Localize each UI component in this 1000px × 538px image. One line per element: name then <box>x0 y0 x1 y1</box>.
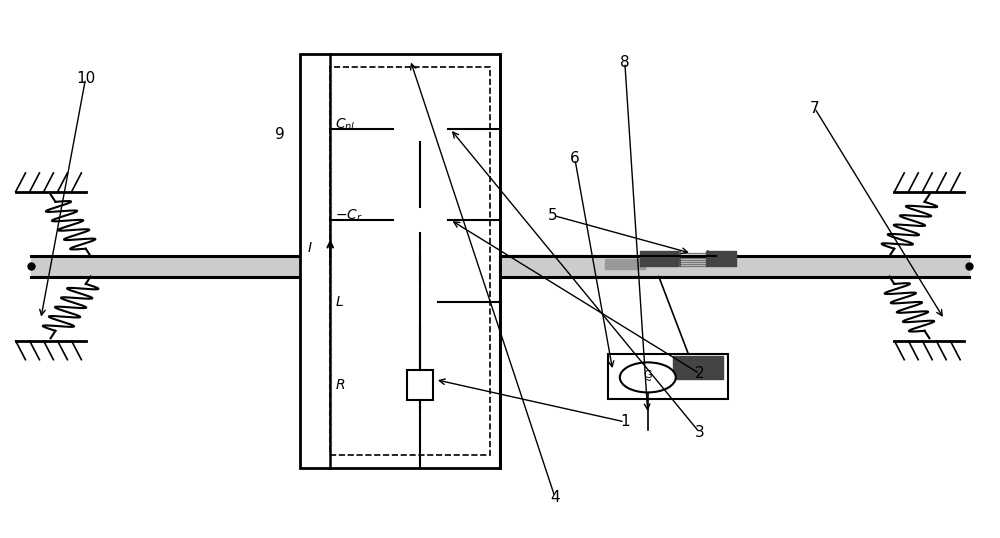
Text: $C_{nl}$: $C_{nl}$ <box>335 116 356 133</box>
Text: $I$: $I$ <box>307 240 312 254</box>
Bar <box>300 54 500 468</box>
Text: G: G <box>643 370 652 380</box>
Text: 5: 5 <box>548 208 558 223</box>
Text: 6: 6 <box>570 152 580 166</box>
Text: 4: 4 <box>550 490 560 505</box>
Text: 10: 10 <box>76 71 95 86</box>
Circle shape <box>620 363 676 392</box>
Text: 3: 3 <box>695 425 705 440</box>
Text: $-C_r$: $-C_r$ <box>335 207 363 223</box>
Bar <box>407 370 433 400</box>
Text: 9: 9 <box>275 128 285 143</box>
Text: 2: 2 <box>695 366 705 381</box>
Text: ~: ~ <box>644 376 652 386</box>
Text: 8: 8 <box>620 55 630 70</box>
Bar <box>608 353 728 399</box>
Text: $R$: $R$ <box>335 378 346 392</box>
Text: 7: 7 <box>810 101 819 116</box>
Text: 1: 1 <box>620 414 630 429</box>
Bar <box>330 67 490 455</box>
Text: $L$: $L$ <box>335 295 344 309</box>
